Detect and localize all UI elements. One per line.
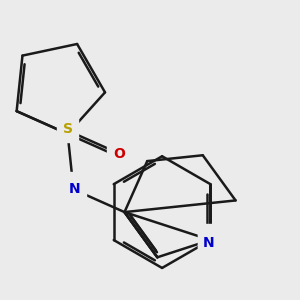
Text: S: S xyxy=(63,122,73,136)
Text: H: H xyxy=(204,230,214,243)
Text: H: H xyxy=(64,178,74,190)
Text: N: N xyxy=(69,182,81,197)
Text: N: N xyxy=(203,236,215,250)
Text: O: O xyxy=(113,147,125,161)
